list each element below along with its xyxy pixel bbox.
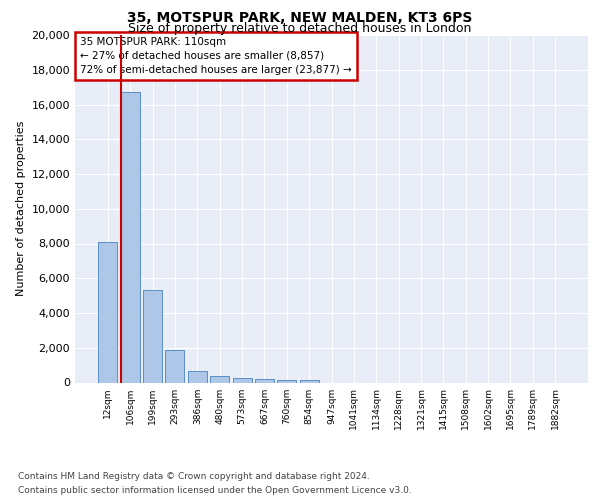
Text: Contains public sector information licensed under the Open Government Licence v3: Contains public sector information licen… <box>18 486 412 495</box>
Bar <box>143 290 162 382</box>
Bar <box>233 378 251 382</box>
Y-axis label: Number of detached properties: Number of detached properties <box>16 121 26 296</box>
Bar <box>277 380 296 382</box>
Bar <box>166 350 184 382</box>
Bar <box>121 92 140 383</box>
Bar <box>188 371 207 382</box>
Bar <box>210 376 229 382</box>
Bar <box>299 380 319 382</box>
Bar <box>255 379 274 382</box>
Text: Contains HM Land Registry data © Crown copyright and database right 2024.: Contains HM Land Registry data © Crown c… <box>18 472 370 481</box>
Bar <box>98 242 118 382</box>
Text: Size of property relative to detached houses in London: Size of property relative to detached ho… <box>128 22 472 35</box>
Text: 35 MOTSPUR PARK: 110sqm
← 27% of detached houses are smaller (8,857)
72% of semi: 35 MOTSPUR PARK: 110sqm ← 27% of detache… <box>80 36 352 74</box>
Text: 35, MOTSPUR PARK, NEW MALDEN, KT3 6PS: 35, MOTSPUR PARK, NEW MALDEN, KT3 6PS <box>127 11 473 25</box>
